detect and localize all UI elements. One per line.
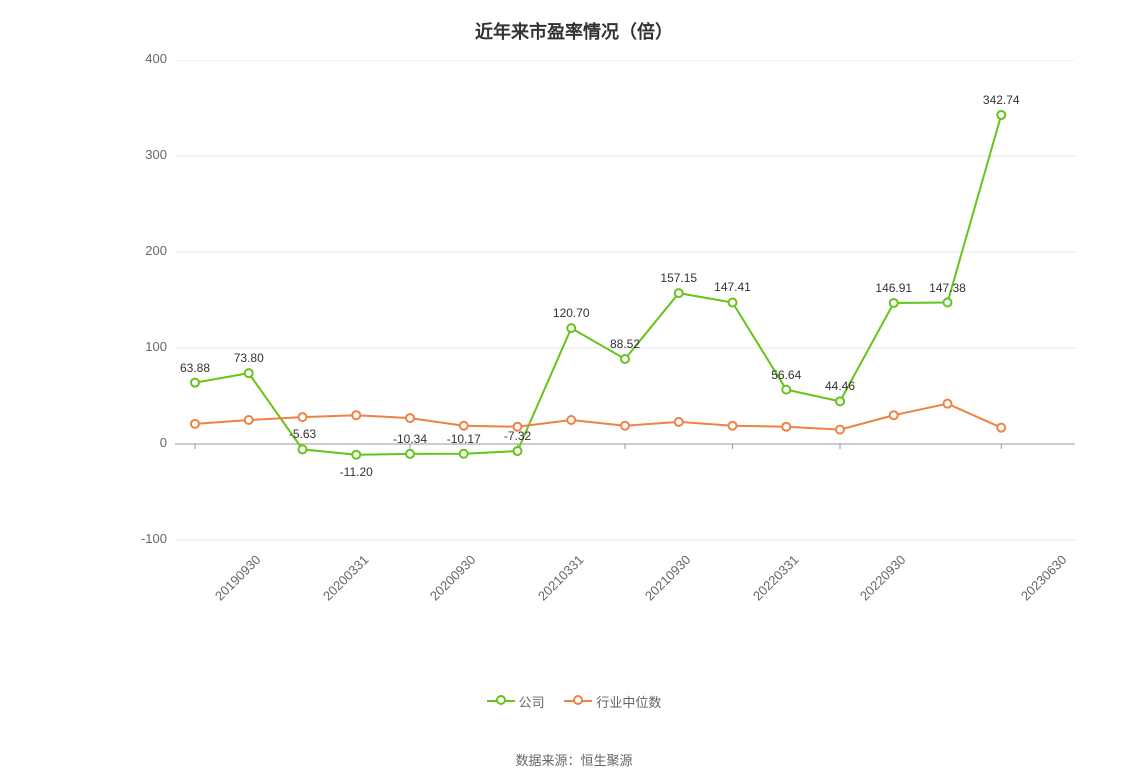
legend-marker-industry	[573, 695, 583, 705]
chart-plot-area	[175, 60, 1075, 600]
legend-label-company: 公司	[519, 692, 545, 711]
data-source: 数据来源：恒生聚源	[0, 750, 1148, 769]
chart-title: 近年来市盈率情况（倍）	[0, 18, 1148, 44]
legend-item-company: 公司	[487, 692, 545, 711]
legend-marker-company	[496, 695, 506, 705]
legend-line-industry	[564, 700, 592, 702]
chart-legend: 公司 行业中位数	[0, 690, 1148, 711]
chart-svg	[175, 60, 1075, 600]
legend-label-industry: 行业中位数	[596, 692, 661, 711]
legend-item-industry: 行业中位数	[564, 692, 661, 711]
legend-line-company	[487, 700, 515, 702]
